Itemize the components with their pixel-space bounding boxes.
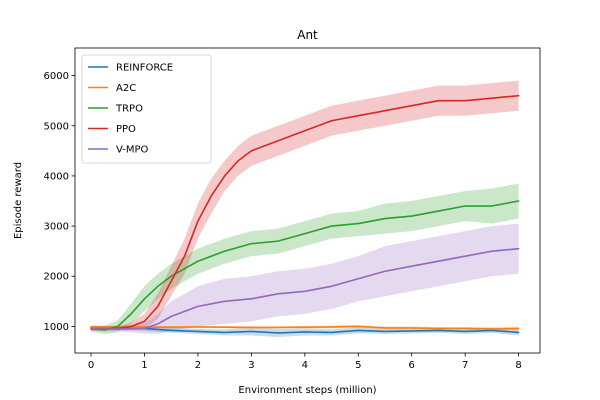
x-tick-label: 4 (302, 360, 308, 371)
x-tick-label: 0 (88, 360, 94, 371)
y-tick-label: 2000 (44, 272, 69, 283)
band-trpo (91, 183, 519, 334)
line-ppo (90, 94, 520, 330)
line-reinforce (90, 326, 520, 334)
legend-label-a2c: A2C (116, 83, 136, 94)
y-tick-label: 3000 (44, 222, 69, 233)
x-axis-title: Environment steps (million) (238, 385, 376, 396)
x-tick-label: 1 (141, 360, 147, 371)
plot-frame (74, 47, 541, 354)
legend-label-v-mpo: V-MPO (116, 145, 149, 156)
y-tick-label: 1000 (44, 322, 69, 333)
legend-label-trpo: TRPO (115, 104, 143, 115)
x-axis: 0 1 2 3 4 5 6 7 8 (88, 353, 522, 371)
y-tick-label: 6000 (44, 71, 69, 82)
x-tick-label: 6 (409, 360, 415, 371)
legend-label-reinforce: REINFORCE (116, 63, 173, 74)
legend-label-ppo: PPO (116, 124, 136, 135)
legend: REINFORCE A2C TRPO PPO V-MPO (81, 54, 212, 164)
line-v-mpo (90, 247, 520, 330)
y-axis: 1000 2000 3000 4000 5000 6000 (44, 71, 75, 333)
line-trpo (90, 200, 520, 331)
y-tick-label: 4000 (44, 171, 69, 182)
chart-title: Ant (297, 28, 318, 42)
legend-frame (81, 54, 212, 164)
x-tick-label: 5 (355, 360, 361, 371)
y-axis-title: Episode reward (13, 162, 24, 239)
series-lines (90, 94, 520, 334)
x-tick-label: 8 (515, 360, 521, 371)
x-tick-label: 2 (195, 360, 201, 371)
line-a2c (90, 325, 520, 330)
y-tick-label: 5000 (44, 121, 69, 132)
x-tick-label: 7 (462, 360, 468, 371)
x-tick-label: 3 (248, 360, 254, 371)
